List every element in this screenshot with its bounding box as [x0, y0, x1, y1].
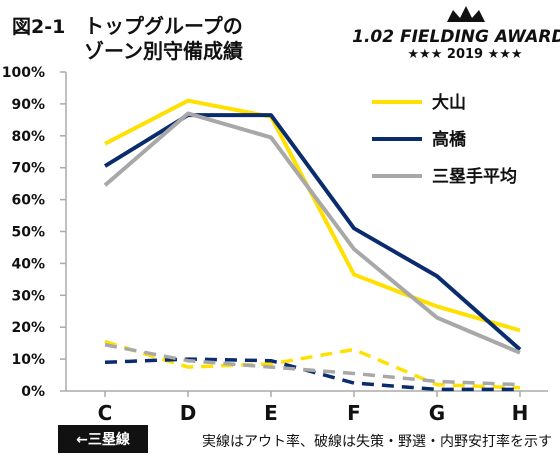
logo-main-text: 1.02 FIELDING AWARDS [352, 27, 560, 47]
y-tick-label: 100% [2, 65, 45, 81]
x-tick-label: F [347, 401, 361, 425]
y-tick-label: 0% [21, 384, 45, 400]
figure-number: 図2-1 [12, 16, 65, 38]
dashed-series-line-5 [104, 343, 521, 387]
third-base-line-badge-bg [58, 425, 148, 453]
legend-label: 三塁手平均 [432, 166, 517, 187]
y-tick-label: 50% [11, 225, 45, 241]
chart-title-line2: ゾーン別守備成績 [84, 39, 243, 63]
x-ticks: C D E F G H [98, 391, 529, 425]
x-tick-label: G [429, 401, 445, 425]
series-layer [103, 98, 522, 392]
legend-label: 高橋 [432, 129, 467, 150]
fielding-awards-logo: 1.02 FIELDING AWARDS ★★★ 2019 ★★★ [352, 6, 560, 62]
y-tick-label: 30% [11, 288, 45, 304]
logo-sub-text: ★★★ 2019 ★★★ [407, 47, 522, 62]
solid-series-line-2 [103, 111, 521, 355]
x-tick-label: D [180, 401, 197, 425]
x-tick-label: C [98, 401, 113, 425]
y-ticks: 0% 10% 20% 30% 40% 50% 60% 70% 80% 90% 100% [2, 65, 66, 400]
dashed-series-line-3 [104, 339, 521, 390]
footer-note: 実線はアウト率、破線は失策・野選・内野安打率を示す [202, 433, 552, 450]
y-tick-label: 70% [11, 161, 45, 177]
y-tick-label: 20% [11, 320, 45, 336]
legend-label: 大山 [432, 92, 466, 113]
y-tick-label: 40% [11, 256, 45, 272]
x-tick-label: H [512, 401, 529, 425]
y-tick-label: 90% [11, 97, 45, 113]
x-tick-label: E [264, 401, 278, 425]
chart-title-line1: トップグループの [84, 14, 243, 38]
crown-icon [447, 6, 485, 22]
third-base-line-badge: ←三塁線 [76, 431, 130, 448]
y-tick-label: 80% [11, 129, 45, 145]
y-tick-label: 10% [11, 352, 45, 368]
y-tick-label: 60% [11, 193, 45, 209]
